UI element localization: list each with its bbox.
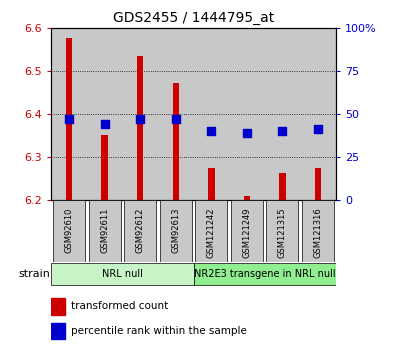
Point xyxy=(173,116,179,122)
Bar xyxy=(279,174,286,200)
Bar xyxy=(102,135,108,200)
FancyBboxPatch shape xyxy=(194,264,336,285)
Bar xyxy=(158,28,194,200)
Text: GSM92612: GSM92612 xyxy=(136,208,145,253)
Bar xyxy=(51,298,65,315)
FancyBboxPatch shape xyxy=(302,200,334,262)
FancyBboxPatch shape xyxy=(231,200,263,262)
Point xyxy=(66,116,72,122)
Text: GSM121249: GSM121249 xyxy=(243,208,251,258)
Text: NRL null: NRL null xyxy=(102,269,143,279)
Bar xyxy=(137,56,143,200)
Bar xyxy=(158,28,194,200)
Text: GSM92613: GSM92613 xyxy=(171,208,180,253)
Point xyxy=(102,121,108,127)
Title: GDS2455 / 1444795_at: GDS2455 / 1444795_at xyxy=(113,11,274,25)
FancyBboxPatch shape xyxy=(124,200,156,262)
Bar xyxy=(122,28,158,200)
Bar xyxy=(229,28,265,200)
Text: NR2E3 transgene in NRL null: NR2E3 transgene in NRL null xyxy=(194,269,335,279)
Bar xyxy=(229,28,265,200)
Point xyxy=(244,130,250,136)
Point xyxy=(315,127,321,132)
Text: GSM92611: GSM92611 xyxy=(100,208,109,253)
Bar xyxy=(51,28,87,200)
Bar xyxy=(315,168,321,200)
FancyBboxPatch shape xyxy=(266,200,299,262)
Text: strain: strain xyxy=(19,269,51,279)
Point xyxy=(208,128,214,134)
Text: transformed count: transformed count xyxy=(71,302,169,311)
Bar xyxy=(194,28,229,200)
Bar xyxy=(173,83,179,200)
Text: GSM92610: GSM92610 xyxy=(65,208,73,253)
Bar xyxy=(51,323,65,339)
Bar xyxy=(87,28,122,200)
Text: percentile rank within the sample: percentile rank within the sample xyxy=(71,326,247,336)
FancyBboxPatch shape xyxy=(88,200,121,262)
Point xyxy=(137,116,143,122)
Text: GSM121316: GSM121316 xyxy=(314,208,322,258)
Bar xyxy=(66,38,72,200)
Bar xyxy=(194,28,229,200)
FancyBboxPatch shape xyxy=(195,200,228,262)
Bar xyxy=(122,28,158,200)
Text: GSM121242: GSM121242 xyxy=(207,208,216,258)
Text: GSM121315: GSM121315 xyxy=(278,208,287,258)
Bar xyxy=(87,28,122,200)
Bar xyxy=(300,28,336,200)
Bar xyxy=(51,28,87,200)
FancyBboxPatch shape xyxy=(51,264,194,285)
FancyBboxPatch shape xyxy=(160,200,192,262)
Bar xyxy=(265,28,300,200)
Point xyxy=(279,128,286,134)
FancyBboxPatch shape xyxy=(53,200,85,262)
Bar xyxy=(208,168,214,200)
Bar xyxy=(300,28,336,200)
Bar xyxy=(265,28,300,200)
Bar xyxy=(244,196,250,200)
